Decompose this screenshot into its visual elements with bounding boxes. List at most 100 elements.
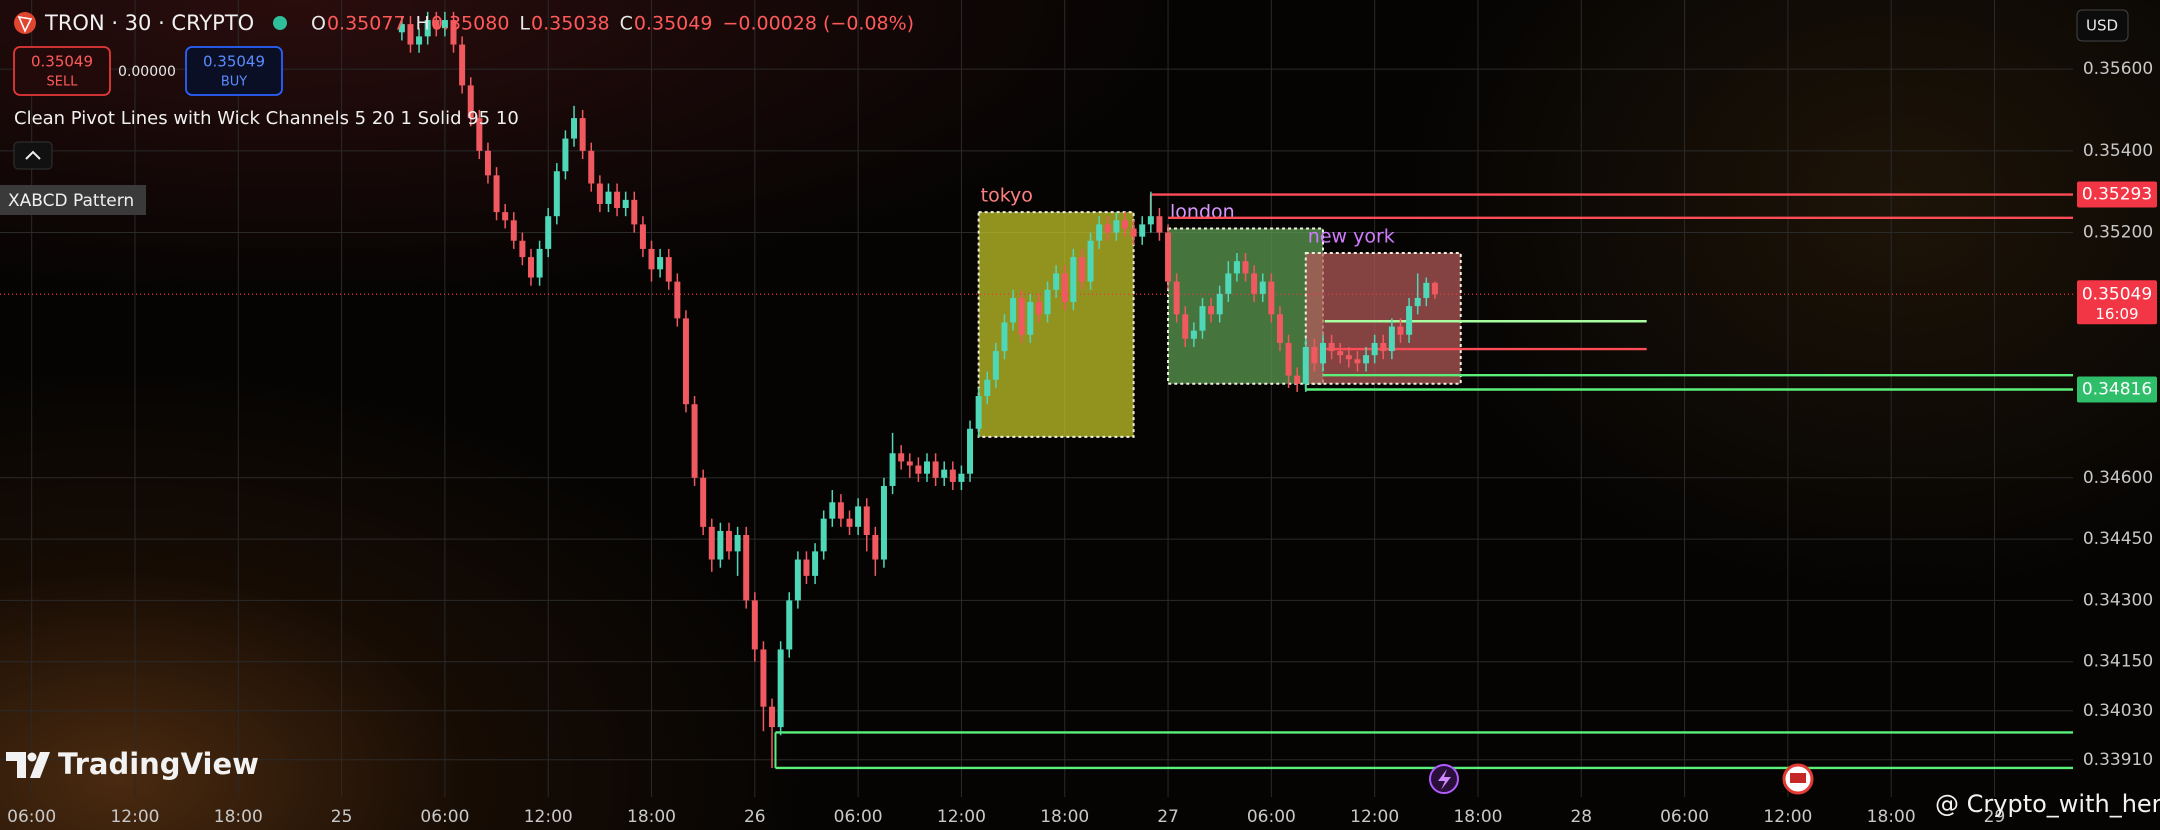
- candle-body: [1233, 261, 1240, 274]
- candle-body: [1302, 347, 1309, 384]
- symbol: TRON · 30 · CRYPTO: [44, 11, 254, 35]
- candle-body: [1268, 281, 1275, 315]
- currency-button[interactable]: [2076, 9, 2129, 42]
- candle-body: [674, 281, 681, 319]
- candle-body: [1053, 273, 1060, 290]
- collapse-button[interactable]: [13, 141, 53, 170]
- candle-body: [1363, 355, 1370, 364]
- candle-body: [519, 240, 526, 258]
- candle-body: [510, 220, 517, 241]
- buy-button[interactable]: [185, 46, 283, 96]
- x-tick-label: 18:00: [1453, 807, 1502, 827]
- sell-button[interactable]: [13, 46, 111, 96]
- price-label-box: [2077, 376, 2157, 403]
- candle-body: [1380, 342, 1387, 352]
- candle-body: [1320, 342, 1327, 364]
- candle-body: [579, 118, 586, 151]
- candle-body: [967, 428, 974, 474]
- y-tick-label: 0.34450: [2083, 529, 2153, 549]
- x-tick-label: 26: [744, 807, 766, 827]
- candle-body: [1035, 302, 1042, 315]
- candle-body: [1328, 342, 1335, 352]
- candle-body: [1044, 289, 1051, 315]
- candle-body: [760, 649, 767, 707]
- price-label: 0.35049: [2082, 284, 2152, 304]
- market-status: [273, 16, 287, 30]
- buy-label: BUY: [221, 75, 247, 90]
- candle-body: [777, 649, 784, 728]
- session-label: london: [1170, 201, 1235, 223]
- candle-body: [407, 24, 414, 45]
- price-label: 0.34816: [2082, 380, 2152, 400]
- candle-body: [467, 85, 474, 119]
- x-tick-label: 25: [331, 807, 353, 827]
- candle-body: [829, 502, 836, 519]
- candle-body: [562, 138, 569, 172]
- candle-body: [536, 248, 543, 278]
- candle-body: [863, 506, 870, 536]
- candle-body: [898, 453, 905, 462]
- x-tick-label: 18:00: [627, 807, 676, 827]
- candle-body: [872, 535, 879, 560]
- candle-body: [932, 461, 939, 478]
- candle-body: [1182, 314, 1189, 339]
- ohlc-key: C: [620, 13, 633, 35]
- candle-body: [708, 526, 715, 560]
- candle-body: [639, 224, 646, 249]
- candle-body: [1104, 224, 1111, 233]
- candle-body: [923, 461, 930, 474]
- candle-body: [1130, 228, 1137, 237]
- candle-body: [631, 199, 638, 225]
- x-tick-label: 27: [1157, 807, 1179, 827]
- candle-body: [717, 530, 724, 560]
- candle-body: [1397, 326, 1404, 335]
- ohlc: O 0.35077 H 0.35080 L 0.35038 C 0.35049 −0.00028…: [311, 13, 914, 35]
- lightning-icon: [1438, 769, 1451, 790]
- candle-body: [880, 485, 887, 560]
- ohlc-value: 0.35080: [431, 13, 510, 35]
- candle-body: [416, 36, 423, 45]
- ohlc-value: 0.35038: [531, 13, 610, 35]
- price-label-box: [2077, 181, 2157, 208]
- ohlc-value: 0.35077: [327, 13, 406, 35]
- sell-label: SELL: [47, 75, 79, 90]
- candle-body: [682, 318, 689, 405]
- candle-body: [1078, 257, 1085, 282]
- candle-body: [1311, 347, 1318, 364]
- x-tick-label: 06:00: [834, 807, 883, 827]
- watermark: @ Crypto_with_her: [1935, 790, 2160, 818]
- candle-body: [571, 118, 578, 139]
- candle-body: [502, 212, 509, 221]
- candle-body: [941, 469, 948, 478]
- candle-body: [1027, 302, 1034, 335]
- session-box: [1167, 227, 1325, 385]
- x-tick-label: 18:00: [1867, 807, 1916, 827]
- y-tick-label: 0.34030: [2083, 701, 2153, 721]
- session-label: tokyo: [981, 185, 1033, 207]
- ohlc-key: L: [519, 13, 530, 35]
- candle-body: [614, 191, 621, 209]
- candle-body: [812, 551, 819, 576]
- candle-body: [1242, 261, 1249, 274]
- candle-body: [855, 506, 862, 527]
- candle-body: [665, 257, 672, 282]
- candle-body: [1276, 314, 1283, 343]
- x-tick-label: 29: [1984, 807, 2006, 827]
- ohlc-value: 0.35049: [634, 13, 713, 35]
- candle-body: [837, 502, 844, 519]
- x-tick-label: 18:00: [214, 807, 263, 827]
- candle-body: [1423, 282, 1430, 298]
- candle-body: [1388, 326, 1395, 352]
- tron-logo-mark: [17, 15, 33, 33]
- candle-body: [820, 518, 827, 552]
- candle-body: [786, 600, 793, 650]
- brand-logo: [6, 752, 50, 778]
- candle-body: [398, 24, 405, 33]
- candle-body: [622, 199, 629, 209]
- candle-body: [1001, 322, 1008, 352]
- candle-body: [424, 20, 431, 37]
- candle-body: [1190, 330, 1197, 339]
- candle-body: [1156, 216, 1163, 233]
- candle-body: [1113, 220, 1120, 233]
